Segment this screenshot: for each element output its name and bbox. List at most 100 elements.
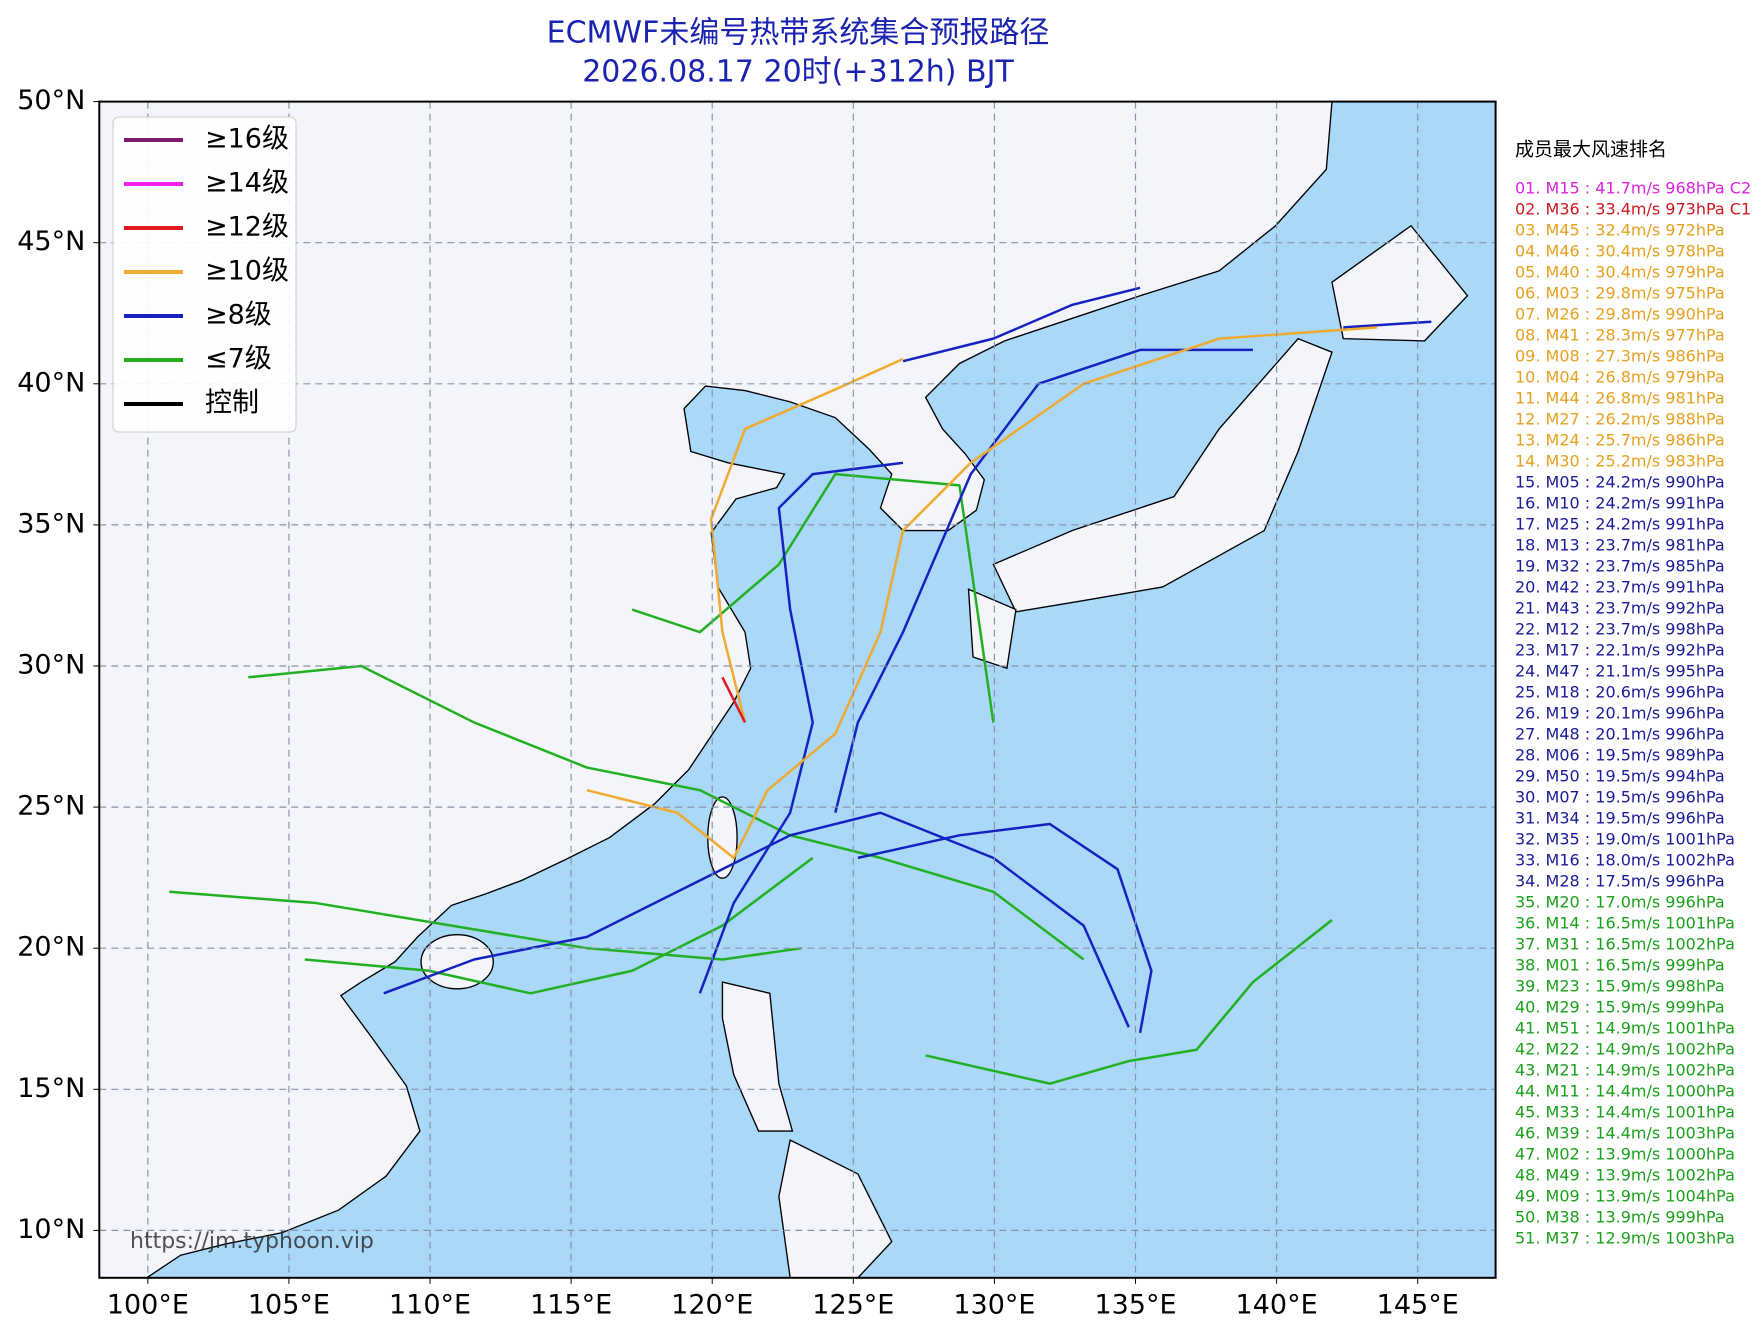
hainan (420, 933, 494, 990)
y-tick-label: 20°N (17, 932, 85, 963)
ranking-entry: 15. M05 : 24.2m/s 990hPa (1515, 473, 1725, 492)
ranking-entry: 05. M40 : 30.4m/s 979hPa (1515, 263, 1725, 282)
ranking-entry: 03. M45 : 32.4m/s 972hPa (1515, 221, 1725, 240)
ranking-entry: 12. M27 : 26.2m/s 988hPa (1515, 410, 1725, 429)
watermark: https://jm.typhoon.vip (130, 1229, 374, 1254)
legend-label: ≥10级 (205, 256, 289, 287)
ranking-entry: 17. M25 : 24.2m/s 991hPa (1515, 515, 1725, 534)
title: ECMWF未编号热带系统集合预报路径 (547, 16, 1050, 51)
ranking-entry: 39. M23 : 15.9m/s 998hPa (1515, 977, 1725, 996)
track (586, 326, 1378, 860)
ranking-entry: 51. M37 : 12.9m/s 1003hPa (1515, 1229, 1735, 1248)
track (304, 856, 814, 995)
ranking-entry: 09. M08 : 27.3m/s 986hPa (1515, 347, 1725, 366)
ranking-entry: 02. M36 : 33.4m/s 973hPa C1 (1515, 200, 1751, 219)
ranking-entry: 26. M19 : 20.1m/s 996hPa (1515, 704, 1725, 723)
x-tick-label: 115°E (530, 1289, 612, 1320)
legend (112, 116, 297, 433)
ranking-entry: 28. M06 : 19.5m/s 989hPa (1515, 746, 1725, 765)
ranking-entry: 46. M39 : 14.4m/s 1003hPa (1515, 1124, 1735, 1143)
x-tick-label: 110°E (389, 1289, 471, 1320)
ranking-entry: 49. M09 : 13.9m/s 1004hPa (1515, 1187, 1735, 1206)
ranking-entry: 38. M01 : 16.5m/s 999hPa (1515, 956, 1725, 975)
ranking-title: 成员最大风速排名 (1515, 139, 1667, 161)
ranking-entry: 01. M15 : 41.7m/s 968hPa C2 (1515, 179, 1751, 198)
ranking-entry: 21. M43 : 23.7m/s 992hPa (1515, 599, 1725, 618)
y-tick-label: 45°N (17, 226, 85, 257)
track (721, 676, 747, 723)
ranking-entry: 35. M20 : 17.0m/s 996hPa (1515, 893, 1725, 912)
philippines-south (778, 1139, 893, 1278)
legend-label: ≥14级 (205, 168, 289, 199)
ranking-entry: 30. M07 : 19.5m/s 996hPa (1515, 788, 1725, 807)
ranking-entry: 29. M50 : 19.5m/s 994hPa (1515, 767, 1725, 786)
ranking-entry: 10. M04 : 26.8m/s 979hPa (1515, 368, 1725, 387)
ranking-entry: 07. M26 : 29.8m/s 990hPa (1515, 305, 1725, 324)
ranking-entry: 14. M30 : 25.2m/s 983hPa (1515, 452, 1725, 471)
track (248, 664, 1085, 961)
ranking-entry: 11. M44 : 26.8m/s 981hPa (1515, 389, 1725, 408)
basemap (99, 101, 1496, 1278)
ranking-entry: 32. M35 : 19.0m/s 1001hPa (1515, 830, 1735, 849)
graticule: 100°E 105°E 110°E 115°E 120°E 125°E 130°E 135°E… (17, 85, 1496, 1320)
ranking-entry: 13. M24 : 25.7m/s 986hPa (1515, 431, 1725, 450)
ranking-entry: 33. M16 : 18.0m/s 1002hPa (1515, 851, 1735, 870)
track (834, 348, 1253, 814)
ranking-entry: 06. M03 : 29.8m/s 975hPa (1515, 284, 1725, 303)
track (902, 286, 1141, 363)
ranking-entry: 45. M33 : 14.4m/s 1001hPa (1515, 1103, 1735, 1122)
x-tick-label: 145°E (1377, 1289, 1459, 1320)
track (383, 811, 1130, 1028)
y-tick-label: 40°N (17, 367, 85, 398)
ranking-entry: 24. M47 : 21.1m/s 995hPa (1515, 662, 1725, 681)
x-tick-label: 135°E (1094, 1289, 1176, 1320)
legend-label: ≥16级 (205, 124, 289, 155)
ranking-entry: 27. M48 : 20.1m/s 996hPa (1515, 725, 1725, 744)
x-tick-label: 140°E (1236, 1289, 1318, 1320)
ranking-entry: 22. M12 : 23.7m/s 998hPa (1515, 620, 1725, 639)
ranking-entry: 43. M21 : 14.9m/s 1002hPa (1515, 1061, 1735, 1080)
y-tick-label: 30°N (17, 649, 85, 680)
y-tick-label: 50°N (17, 85, 85, 116)
ranking-entry: 08. M41 : 28.3m/s 977hPa (1515, 326, 1725, 345)
ranking-entry: 50. M38 : 13.9m/s 999hPa (1515, 1208, 1725, 1227)
ranking-entry: 34. M28 : 17.5m/s 996hPa (1515, 872, 1725, 891)
ranking-list: 01. M15 : 41.7m/s 968hPa C2 02. M36 : 33.… (1515, 179, 1751, 1248)
kyushu (967, 588, 1017, 670)
track (857, 822, 1153, 1034)
track (925, 918, 1333, 1085)
ranking-entry: 23. M17 : 22.1m/s 992hPa (1515, 641, 1725, 660)
ranking-entry: 47. M02 : 13.9m/s 1000hPa (1515, 1145, 1735, 1164)
ranking-entry: 42. M22 : 14.9m/s 1002hPa (1515, 1040, 1735, 1059)
y-tick-label: 25°N (17, 791, 85, 822)
y-tick-label: 35°N (17, 508, 85, 539)
luzon (721, 981, 794, 1132)
y-tick-label: 10°N (17, 1214, 85, 1245)
legend-label: ≥12级 (205, 212, 289, 243)
ranking-entry: 16. M10 : 24.2m/s 991hPa (1515, 494, 1725, 513)
map-frame (98, 100, 1497, 1279)
ranking-entry: 04. M46 : 30.4m/s 978hPa (1515, 242, 1725, 261)
x-tick-label: 105°E (248, 1289, 330, 1320)
ranking-entry: 36. M14 : 16.5m/s 1001hPa (1515, 914, 1735, 933)
x-tick-label: 100°E (107, 1289, 189, 1320)
ranking-entry: 25. M18 : 20.6m/s 996hPa (1515, 683, 1725, 702)
ranking-entry: 48. M49 : 13.9m/s 1002hPa (1515, 1166, 1735, 1185)
track (169, 890, 802, 961)
ranking-entry: 18. M13 : 23.7m/s 981hPa (1515, 536, 1725, 555)
subtitle: 2026.08.17 20时(+312h) BJT (582, 55, 1014, 90)
ranking-entry: 31. M34 : 19.5m/s 996hPa (1515, 809, 1725, 828)
ranking-entry: 41. M51 : 14.9m/s 1001hPa (1515, 1019, 1735, 1038)
mainland (99, 101, 1333, 1278)
ranking-entry: 20. M42 : 23.7m/s 991hPa (1515, 578, 1725, 597)
track (1343, 320, 1432, 329)
x-tick-label: 125°E (812, 1289, 894, 1320)
ranking-entry: 40. M29 : 15.9m/s 999hPa (1515, 998, 1725, 1017)
y-tick-label: 15°N (17, 1073, 85, 1104)
ranking-entry: 19. M32 : 23.7m/s 985hPa (1515, 557, 1725, 576)
x-tick-label: 120°E (671, 1289, 753, 1320)
legend-label: ≤7级 (205, 344, 272, 375)
legend-label: 控制 (205, 388, 259, 419)
